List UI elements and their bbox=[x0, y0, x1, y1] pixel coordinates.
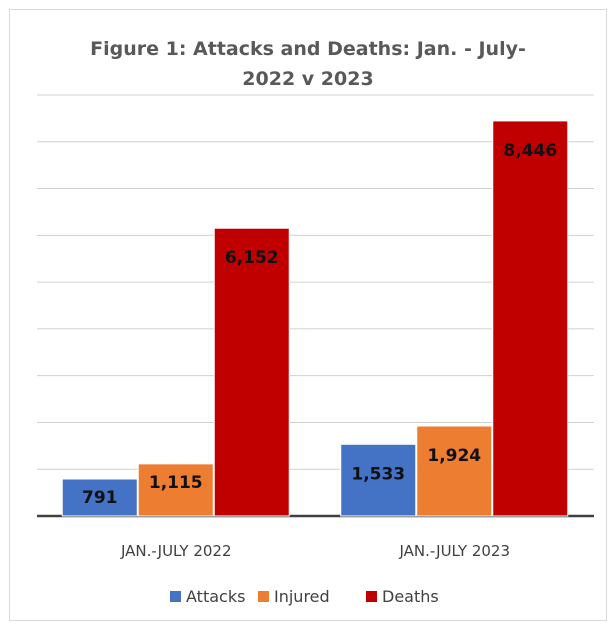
legend-swatch-attacks bbox=[170, 591, 181, 602]
category-label-1: JAN.-JULY 2022 bbox=[120, 542, 232, 560]
legend-item-deaths: Deaths bbox=[366, 587, 439, 606]
data-label-injured-2: 1,924 bbox=[427, 446, 481, 466]
legend: Attacks Injured Deaths bbox=[170, 587, 439, 606]
data-label-attacks-2: 1,533 bbox=[351, 464, 405, 484]
chart-title-line-2: 2022 v 2023 bbox=[242, 68, 374, 90]
legend-swatch-injured bbox=[258, 591, 269, 602]
bar-injured-1 bbox=[137, 463, 214, 517]
data-label-attacks-1: 791 bbox=[82, 488, 118, 508]
data-labels: 791 1,115 6,152 1,533 1,924 8,446 bbox=[82, 141, 557, 508]
legend-swatch-deaths bbox=[366, 591, 377, 602]
data-label-deaths-1: 6,152 bbox=[225, 248, 279, 268]
category-labels: JAN.-JULY 2022 JAN.-JULY 2023 bbox=[120, 542, 510, 560]
bar-deaths-2 bbox=[492, 120, 569, 517]
chart-title: Figure 1: Attacks and Deaths: Jan. - Jul… bbox=[0, 34, 616, 94]
bars bbox=[61, 120, 569, 517]
legend-item-injured: Injured bbox=[258, 587, 330, 606]
legend-label-attacks: Attacks bbox=[186, 587, 245, 606]
legend-label-injured: Injured bbox=[274, 587, 330, 606]
bar-attacks-1 bbox=[61, 478, 138, 517]
data-label-injured-1: 1,115 bbox=[149, 473, 203, 493]
category-label-2: JAN.-JULY 2023 bbox=[398, 542, 510, 560]
legend-label-deaths: Deaths bbox=[382, 587, 439, 606]
bar-attacks-2 bbox=[340, 443, 417, 517]
bar-deaths-1 bbox=[213, 227, 290, 517]
bar-injured-2 bbox=[416, 425, 493, 517]
chart-title-line-1: Figure 1: Attacks and Deaths: Jan. - Jul… bbox=[90, 38, 526, 60]
legend-item-attacks: Attacks bbox=[170, 587, 245, 606]
data-label-deaths-2: 8,446 bbox=[503, 141, 557, 161]
